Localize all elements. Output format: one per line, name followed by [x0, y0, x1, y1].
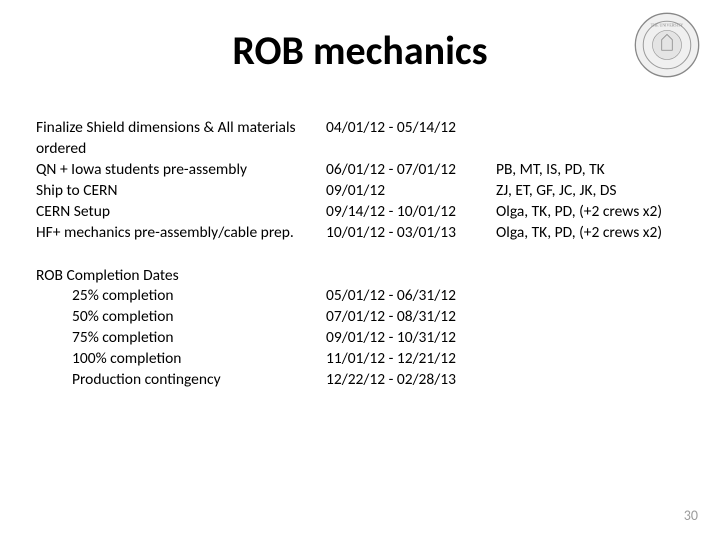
slide-title: ROB mechanics [0, 26, 720, 75]
task-row: CERN Setup 09/14/12 - 10/01/12 Olga, TK,… [36, 202, 706, 223]
completion-dates: 12/22/12 - 02/28/13 [326, 370, 496, 391]
task-dates: 10/01/12 - 03/01/13 [326, 223, 496, 244]
task-label: HF+ mechanics pre-assembly/cable prep. [36, 223, 326, 244]
task-row: Ship to CERN 09/01/12 ZJ, ET, GF, JC, JK… [36, 181, 706, 202]
task-label: QN + Iowa students pre-assembly [36, 160, 326, 181]
completion-dates: 05/01/12 - 06/31/12 [326, 286, 496, 307]
completion-dates: 11/01/12 - 12/21/12 [326, 349, 496, 370]
task-dates: 09/14/12 - 10/01/12 [326, 202, 496, 223]
task-people: Olga, TK, PD, (+2 crews x2) [496, 202, 706, 223]
task-label: CERN Setup [36, 202, 326, 223]
completion-row: 50% completion 07/01/12 - 08/31/12 [36, 307, 706, 328]
completion-dates: 09/01/12 - 10/31/12 [326, 328, 496, 349]
task-dates: 06/01/12 - 07/01/12 [326, 160, 496, 181]
task-dates: 09/01/12 [326, 181, 496, 202]
task-label: Ship to CERN [36, 181, 326, 202]
task-people: Olga, TK, PD, (+2 crews x2) [496, 223, 706, 244]
completion-row: Production contingency 12/22/12 - 02/28/… [36, 370, 706, 391]
completion-label: 50% completion [36, 307, 326, 328]
completion-dates: 07/01/12 - 08/31/12 [326, 307, 496, 328]
task-people: PB, MT, IS, PD, TK [496, 160, 706, 181]
completion-row: 100% completion 11/01/12 - 12/21/12 [36, 349, 706, 370]
svg-text:THE UNIVERSITY: THE UNIVERSITY [651, 23, 684, 28]
task-people: ZJ, ET, GF, JC, JK, DS [496, 181, 706, 202]
completion-label: 100% completion [36, 349, 326, 370]
page-number: 30 [684, 507, 698, 524]
completion-row: 25% completion 05/01/12 - 06/31/12 [36, 286, 706, 307]
task-row: QN + Iowa students pre-assembly 06/01/12… [36, 160, 706, 181]
task-row: HF+ mechanics pre-assembly/cable prep. 1… [36, 223, 706, 244]
content-block: Finalize Shield dimensions & All materia… [36, 118, 706, 391]
university-seal-icon: THE UNIVERSITY [634, 12, 700, 78]
completion-label: 25% completion [36, 286, 326, 307]
completion-label: Production contingency [36, 370, 326, 391]
completion-header: ROB Completion Dates [36, 266, 326, 287]
completion-header-row: ROB Completion Dates [36, 266, 706, 287]
task-dates: 04/01/12 - 05/14/12 [326, 118, 496, 139]
completion-label: 75% completion [36, 328, 326, 349]
task-row: Finalize Shield dimensions & All materia… [36, 118, 706, 160]
task-label: Finalize Shield dimensions & All materia… [36, 118, 326, 160]
completion-row: 75% completion 09/01/12 - 10/31/12 [36, 328, 706, 349]
